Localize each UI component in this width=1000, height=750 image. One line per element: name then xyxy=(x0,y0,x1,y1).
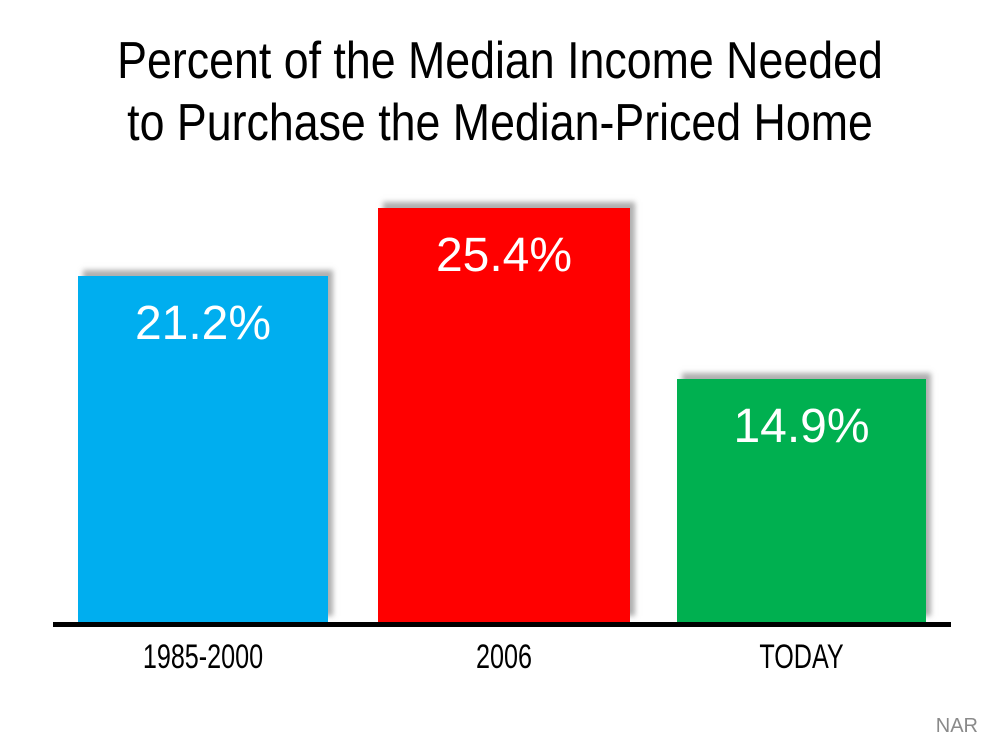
source-attribution: NAR xyxy=(935,715,978,737)
chart-title-line-2: to Purchase the Median-Priced Home xyxy=(127,94,873,152)
bar-today: 14.9% xyxy=(677,379,926,622)
x-axis-label-today: TODAY xyxy=(759,638,844,676)
chart-title-line-1: Percent of the Median Income Needed xyxy=(117,32,883,90)
bar-value-label: 25.4% xyxy=(435,229,573,282)
chart-title: Percent of the Median Income Needed to P… xyxy=(70,30,930,154)
bar-1985-2000: 21.2% xyxy=(78,276,328,622)
x-axis-label-1985-2000: 1985-2000 xyxy=(142,638,264,676)
x-axis-label-2006: 2006 xyxy=(476,638,532,676)
bar-value-label: 14.9% xyxy=(733,400,870,453)
bar-2006: 25.4% xyxy=(378,208,630,622)
bar-value-label: 21.2% xyxy=(134,297,272,350)
x-axis-line xyxy=(53,622,951,627)
